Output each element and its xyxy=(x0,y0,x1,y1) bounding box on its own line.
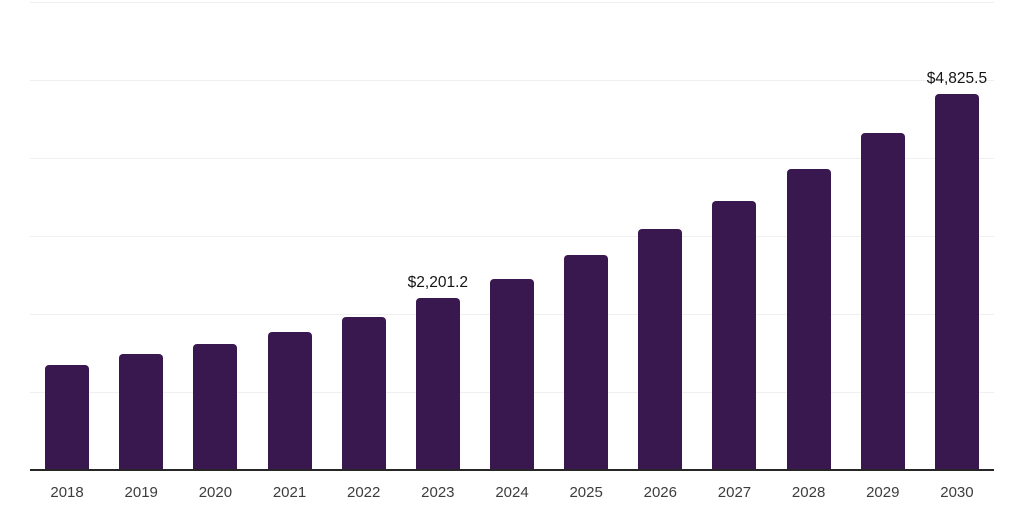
bar-2028[interactable] xyxy=(786,169,831,470)
x-tick-2030: 2030 xyxy=(940,484,974,501)
bar-2023[interactable] xyxy=(415,298,460,470)
bar-2025[interactable] xyxy=(564,255,609,470)
x-tick-2019: 2019 xyxy=(124,484,158,501)
x-tick-2027: 2027 xyxy=(717,484,752,501)
x-tick-2025: 2025 xyxy=(569,484,603,501)
value-label-2023: $2,201.2 xyxy=(407,274,469,292)
bar-2021[interactable] xyxy=(267,331,312,470)
x-tick-2021: 2021 xyxy=(272,484,307,501)
bar-2026[interactable] xyxy=(638,228,683,470)
bar-2030[interactable] xyxy=(934,93,979,470)
bar-2029[interactable] xyxy=(860,133,905,470)
x-tick-2022: 2022 xyxy=(347,484,381,501)
plot-area: $2,201.2 $4,825.5 xyxy=(30,2,994,470)
x-axis-line xyxy=(30,469,994,471)
bar-2022[interactable] xyxy=(341,316,386,470)
gridline-4000 xyxy=(30,158,994,159)
x-tick-2026: 2026 xyxy=(643,484,677,501)
bar-2024[interactable] xyxy=(490,278,534,470)
bar-2018[interactable] xyxy=(45,364,90,470)
x-tick-2028: 2028 xyxy=(791,484,826,501)
gridline-5000 xyxy=(30,80,994,81)
bar-2019[interactable] xyxy=(119,353,164,470)
bar-2027[interactable] xyxy=(712,201,757,470)
x-tick-2018: 2018 xyxy=(50,484,84,501)
x-tick-2020: 2020 xyxy=(198,484,233,501)
x-axis-labels: 2018 2019 2020 2021 2022 2023 2024 2025 2026 2027… xyxy=(30,484,994,504)
gridline-3000 xyxy=(30,236,994,237)
gridline-6000 xyxy=(30,2,994,3)
x-tick-2029: 2029 xyxy=(866,484,900,501)
bar-2020[interactable] xyxy=(193,343,238,470)
x-tick-2024: 2024 xyxy=(495,484,529,501)
value-label-2030: $4,825.5 xyxy=(926,69,988,87)
x-tick-2023: 2023 xyxy=(421,484,455,501)
